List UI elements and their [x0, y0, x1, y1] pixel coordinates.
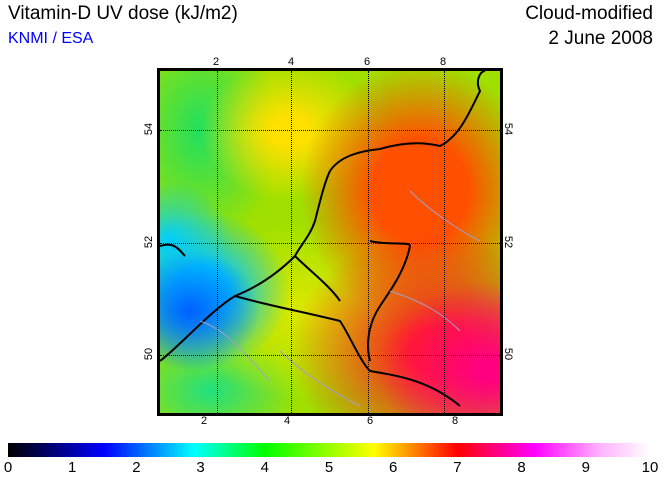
- gridline-lon-6: [368, 71, 369, 413]
- colorbar-label: 2: [132, 459, 141, 476]
- colorbar-label: 0: [3, 459, 13, 476]
- lon-tick-bottom: 2: [201, 415, 208, 427]
- lat-tick-left: 54: [143, 122, 156, 136]
- map-title: Vitamin-D UV dose (kJ/m2): [8, 3, 238, 24]
- map-frame: [157, 68, 503, 416]
- lat-tick-right: 52: [502, 235, 515, 249]
- gridline-lat-50: [160, 355, 500, 356]
- mode-label: Cloud-modified: [525, 3, 653, 24]
- rivers: [199, 190, 481, 407]
- colorbar-label: 9: [581, 459, 590, 476]
- lat-tick-left: 52: [143, 235, 156, 249]
- colorbar-label: 8: [517, 459, 526, 476]
- uv-dose-map: [160, 71, 500, 413]
- lat-tick-right: 50: [502, 347, 515, 361]
- lon-tick-bottom: 4: [284, 415, 291, 427]
- gridline-lat-54: [160, 130, 500, 131]
- lon-tick-top: 6: [364, 56, 371, 68]
- colorbar-label: 6: [389, 459, 398, 476]
- lon-tick-top: 8: [440, 56, 447, 68]
- gridline-lon-8: [444, 71, 445, 413]
- borders-overlay: [160, 71, 486, 407]
- organization-label: KNMI / ESA: [8, 30, 94, 47]
- colorbar-label: 1: [68, 459, 77, 476]
- colorbar-label: 3: [196, 459, 205, 476]
- lat-tick-right: 54: [502, 122, 515, 136]
- colorbar-label: 4: [260, 459, 269, 476]
- lat-tick-left: 50: [143, 347, 156, 361]
- lon-tick-bottom: 8: [452, 415, 459, 427]
- gridline-lon-2: [217, 71, 218, 413]
- gridline-lon-4: [291, 71, 292, 413]
- date-label: 2 June 2008: [548, 28, 653, 49]
- colorbar-label: 5: [324, 459, 334, 476]
- colorbar: [8, 443, 650, 457]
- lon-tick-top: 4: [288, 56, 295, 68]
- colorbar-label: 10: [641, 459, 659, 476]
- colorbar-label: 7: [453, 459, 462, 476]
- lon-tick-bottom: 6: [367, 415, 374, 427]
- gridline-lat-52: [160, 243, 500, 244]
- lon-tick-top: 2: [213, 56, 220, 68]
